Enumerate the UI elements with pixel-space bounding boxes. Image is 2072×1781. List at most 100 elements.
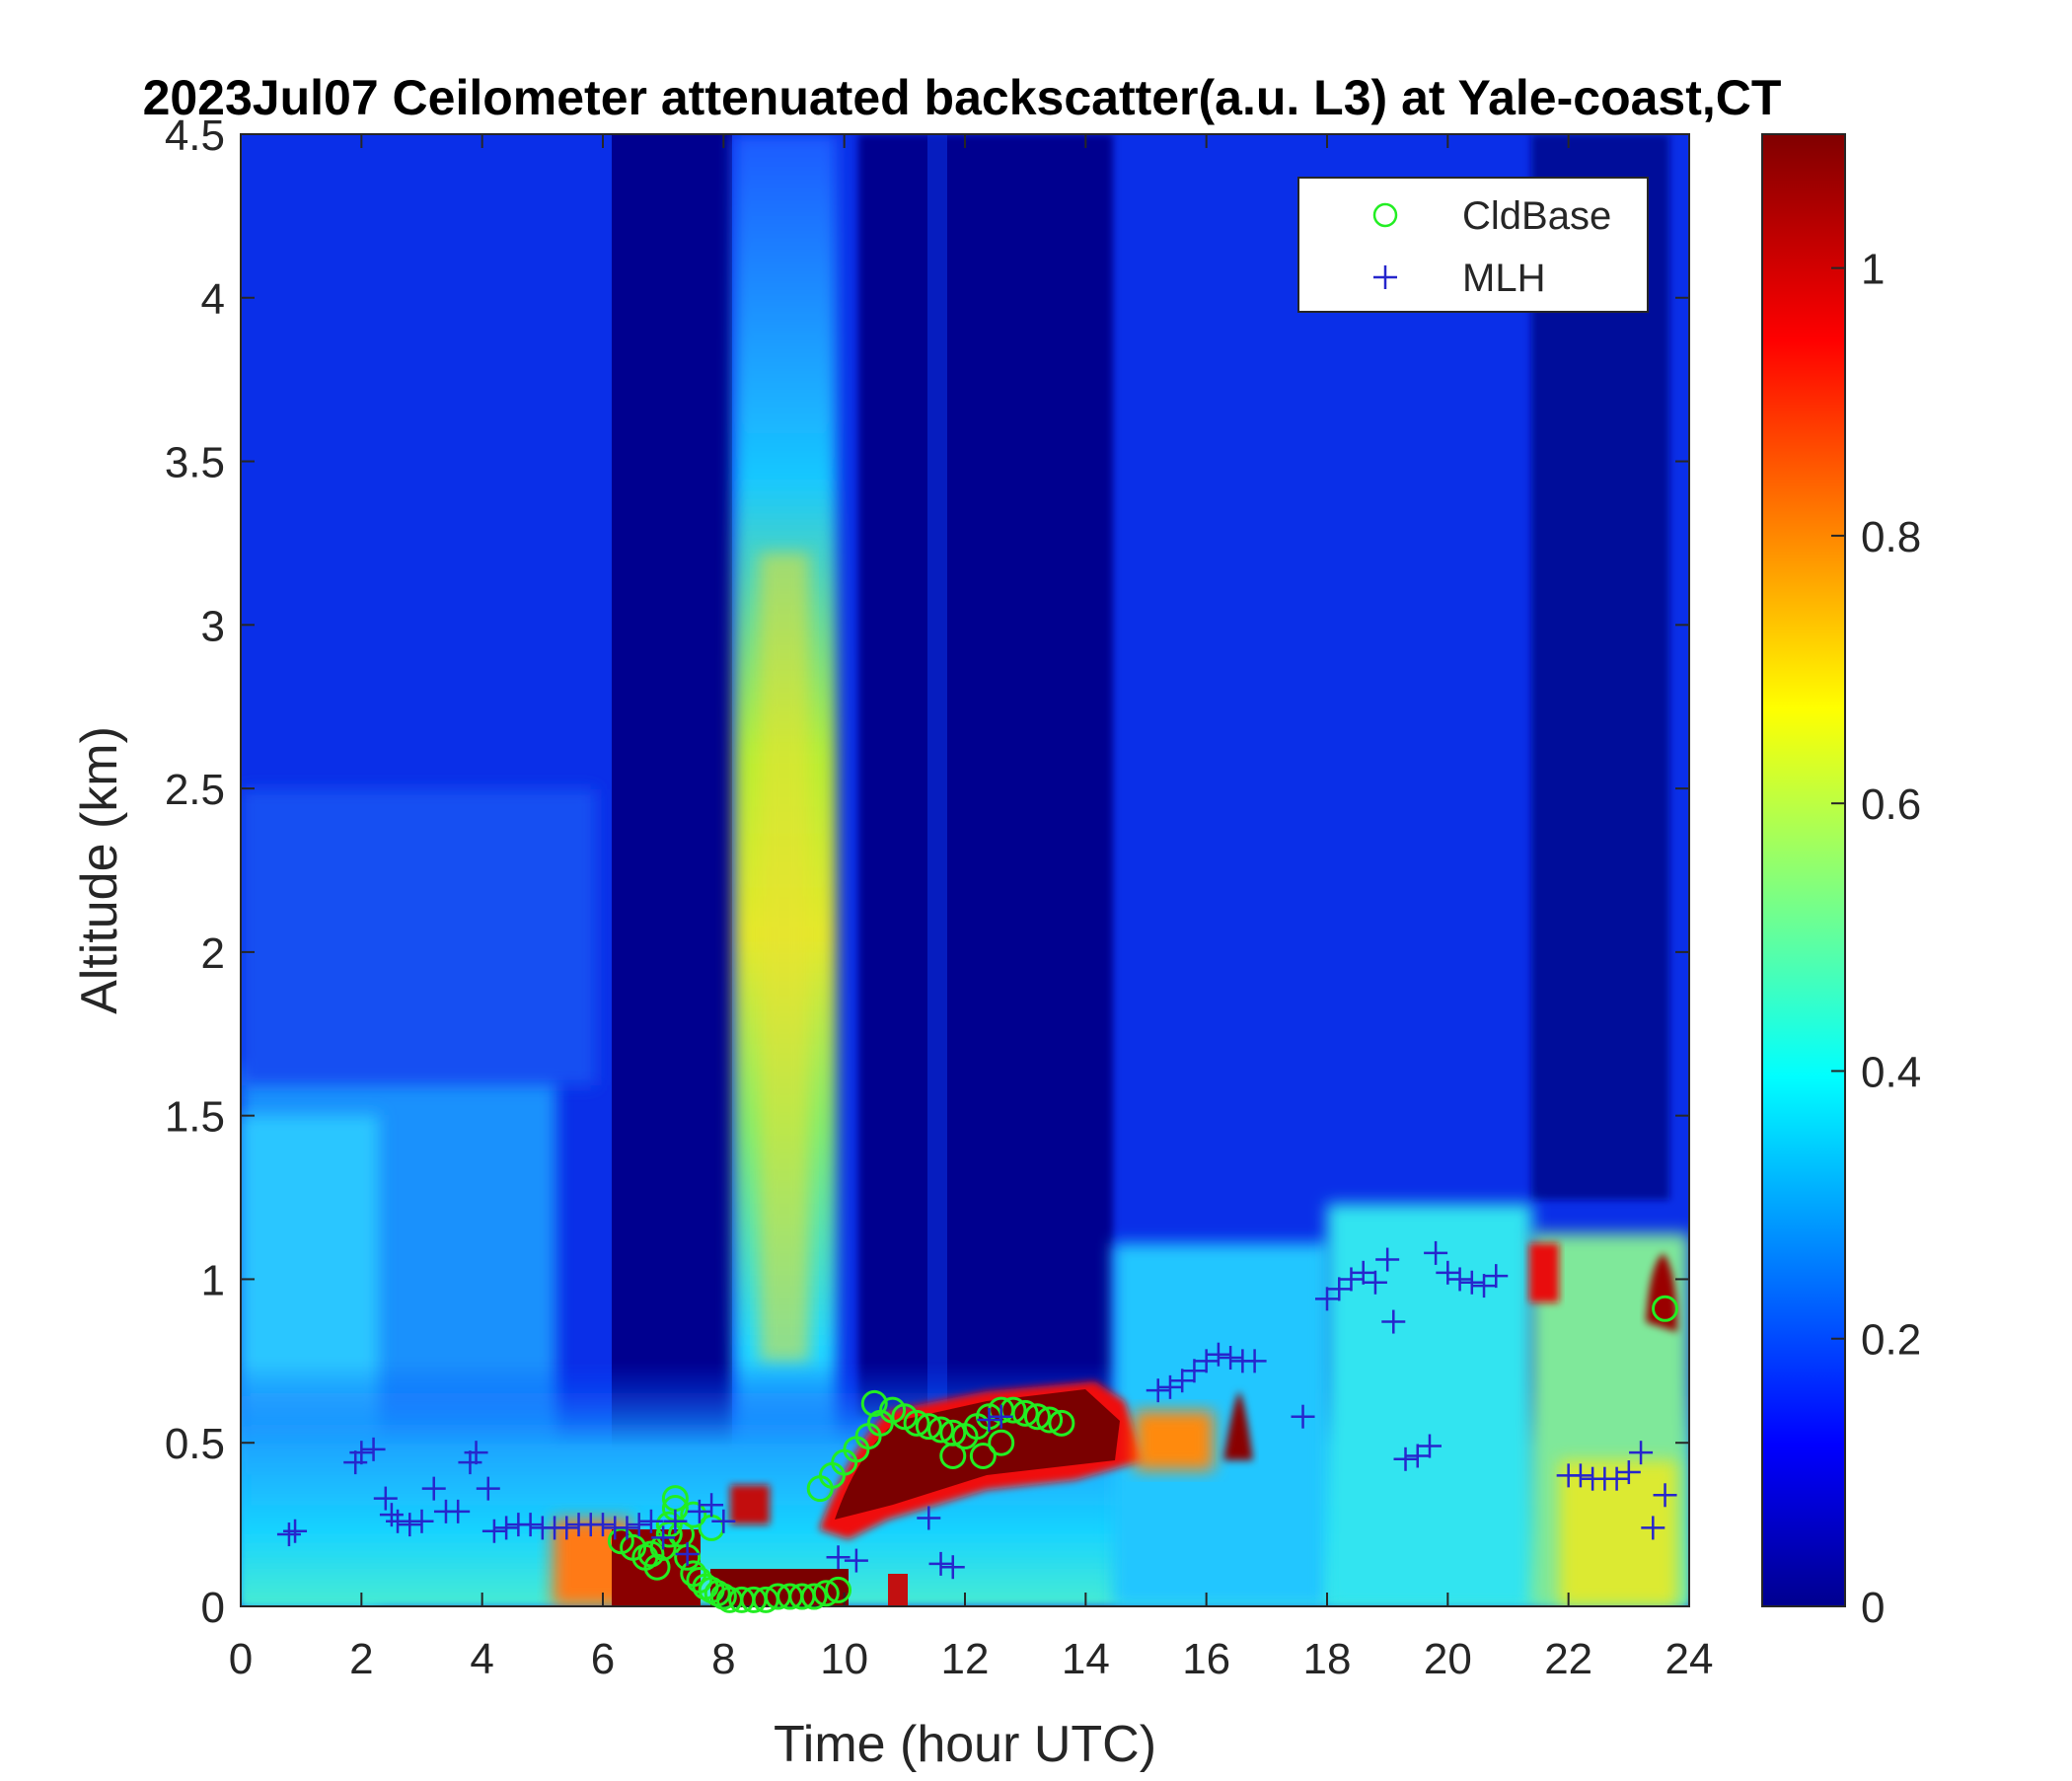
mlh-point [700, 1493, 724, 1518]
mlh-point [1206, 1342, 1230, 1367]
mlh-point [1219, 1346, 1243, 1371]
cldbase-point [915, 1413, 942, 1441]
mlh-point [940, 1555, 965, 1580]
x-axis-ticks: 0 2 4 6 8 10 12 14 16 18 20 22 24 [229, 134, 1714, 1683]
mlh-point [1568, 1463, 1592, 1488]
mlh-point [1629, 1441, 1654, 1465]
mlh-point [398, 1513, 422, 1537]
cldbase-point [927, 1416, 955, 1444]
x-tick-label: 16 [1182, 1635, 1230, 1683]
mlh-point [615, 1516, 639, 1540]
mlh-point [494, 1516, 519, 1540]
mlh-point [1375, 1247, 1400, 1272]
mlh-point [1291, 1404, 1315, 1429]
cldbase-point [860, 1389, 888, 1417]
mlh-point [591, 1513, 615, 1537]
mlh-point [1327, 1277, 1352, 1301]
y-tick-label: 3.5 [165, 439, 225, 487]
cldbase-point [800, 1583, 828, 1610]
y-tick-label: 2.5 [165, 766, 225, 814]
mlh-point [1393, 1447, 1418, 1471]
y-tick-label: 3 [201, 602, 225, 650]
mlh-point [476, 1476, 500, 1501]
x-tick-label: 22 [1544, 1635, 1592, 1683]
x-axis-label: Time (hour UTC) [774, 1716, 1156, 1773]
mlh-point [977, 1408, 1001, 1433]
cldbase-point [825, 1576, 852, 1603]
mlh-point [1604, 1466, 1629, 1491]
colorbar-tick-label: 0.2 [1861, 1316, 1921, 1365]
mlh-point [1472, 1274, 1497, 1299]
y-axis-label: Altitude (km) [71, 726, 128, 1014]
mlh-point [421, 1476, 446, 1501]
x-tick-label: 2 [349, 1635, 373, 1683]
mlh-point [1459, 1270, 1484, 1295]
cldbase-point [988, 1429, 1015, 1456]
mlh-markers [276, 1240, 1677, 1580]
cldbase-point [680, 1501, 707, 1528]
mlh-point [1616, 1460, 1641, 1485]
mlh-point [1424, 1240, 1448, 1265]
legend-mlh-label: MLH [1462, 257, 1545, 300]
y-axis-ticks: 0 0.5 1 1.5 2 2.5 3 3.5 4 4.5 [165, 111, 1689, 1632]
mlh-point [844, 1548, 868, 1573]
mlh-point [651, 1525, 676, 1550]
mlh-point [663, 1509, 688, 1533]
y-tick-label: 0.5 [165, 1420, 225, 1468]
cldbase-point [939, 1442, 967, 1469]
x-tick-label: 0 [229, 1635, 253, 1683]
x-tick-label: 4 [470, 1635, 493, 1683]
mlh-point [1381, 1309, 1406, 1334]
mlh-point [1405, 1444, 1430, 1468]
mlh-point [1157, 1374, 1182, 1399]
colorbar-gradient [1761, 133, 1846, 1607]
x-tick-label: 12 [941, 1635, 990, 1683]
x-tick-label: 24 [1665, 1635, 1714, 1683]
colorbar-tick-label: 0.6 [1861, 780, 1921, 829]
y-tick-label: 0 [201, 1584, 225, 1632]
mlh-point [675, 1541, 700, 1566]
mlh-point [361, 1437, 386, 1461]
mlh-point [1242, 1349, 1267, 1373]
mlh-point [1641, 1516, 1665, 1540]
y-tick-label: 1 [201, 1256, 225, 1304]
chart-title: 2023Jul07 Ceilometer attenuated backscat… [143, 70, 1782, 125]
mlh-point [1194, 1349, 1219, 1373]
cldbase-point [1036, 1406, 1064, 1434]
cldbase-point [1652, 1295, 1679, 1322]
cldbase-point [637, 1540, 665, 1568]
colorbar-tick-label: 0.8 [1861, 513, 1921, 561]
mlh-point [1447, 1267, 1472, 1292]
mlh-point [283, 1519, 308, 1543]
mlh-point [826, 1545, 851, 1570]
mlh-point [386, 1509, 410, 1533]
mlh-point [1484, 1264, 1509, 1289]
mlh-point [1170, 1369, 1195, 1393]
mlh-point [627, 1513, 651, 1537]
legend-cldbase-label: CldBase [1462, 194, 1611, 238]
mlh-point [1339, 1267, 1364, 1292]
colorbar: 0 0.2 0.4 0.6 0.8 1 [1761, 133, 1921, 1632]
mlh-point [464, 1441, 488, 1465]
legend: CldBase MLH [1297, 177, 1649, 313]
mlh-point [458, 1450, 482, 1475]
mlh-point [349, 1441, 374, 1465]
mlh-point [481, 1519, 506, 1543]
mlh-point [518, 1513, 543, 1537]
colorbar-ticks: 0 0.2 0.4 0.6 0.8 1 [1831, 246, 1921, 1632]
mlh-point [687, 1499, 711, 1523]
colorbar-tick-label: 0 [1861, 1584, 1885, 1632]
mlh-point [555, 1516, 579, 1540]
cldbase-point [903, 1409, 930, 1437]
cldbase-point [1048, 1409, 1075, 1437]
cldbase-point [655, 1521, 683, 1548]
x-tick-label: 18 [1303, 1635, 1352, 1683]
legend-cldbase-marker [1372, 202, 1398, 228]
colorbar-tick-label: 1 [1861, 246, 1885, 294]
mlh-point [276, 1522, 301, 1547]
mlh-point [917, 1506, 941, 1530]
x-tick-label: 8 [711, 1635, 735, 1683]
mlh-point [638, 1509, 663, 1533]
